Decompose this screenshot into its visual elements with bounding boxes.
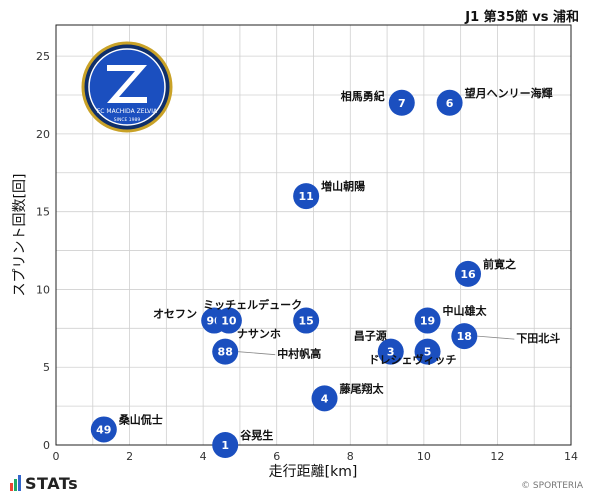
point-name: ナサンホ xyxy=(237,328,281,341)
point-name: 谷晃生 xyxy=(240,428,273,442)
point-number: 4 xyxy=(321,392,329,405)
point-number: 3 xyxy=(387,346,395,359)
x-tick-label: 2 xyxy=(126,450,133,463)
point-marker xyxy=(311,385,338,412)
point-name: ドレシェヴィッチ xyxy=(369,353,457,367)
point-name: 桑山侃士 xyxy=(118,412,163,426)
point-name: ミッチェルデューク xyxy=(203,298,302,312)
brand-text: STATs xyxy=(25,474,79,493)
player-point: 7 相馬勇紀 xyxy=(341,89,415,116)
point-marker xyxy=(90,416,117,443)
point-marker xyxy=(212,338,239,365)
point-number: 10 xyxy=(221,315,237,328)
point-name: 相馬勇紀 xyxy=(341,89,385,103)
x-tick-label: 8 xyxy=(347,450,354,463)
point-marker xyxy=(388,89,415,116)
player-point: 6 望月ヘンリー海輝 xyxy=(436,86,553,116)
point-number: 5 xyxy=(424,346,432,359)
y-tick-label: 10 xyxy=(36,283,50,296)
leader-line xyxy=(477,335,515,340)
point-name: 中山雄太 xyxy=(443,304,488,318)
point-marker xyxy=(451,323,478,350)
x-tick-label: 12 xyxy=(490,450,504,463)
y-tick-label: 15 xyxy=(36,206,50,219)
player-point: 1 谷晃生 xyxy=(212,428,273,458)
player-point: 15 ミッチェルデューク xyxy=(203,298,320,334)
y-axis-title: スプリント回数[回] xyxy=(12,174,28,297)
point-marker xyxy=(377,338,404,365)
point-name: 藤尾翔太 xyxy=(340,381,385,395)
plot-frame xyxy=(55,24,572,446)
point-marker xyxy=(455,260,481,287)
match-title: J1 第35節 vs 浦和 xyxy=(465,10,579,25)
player-point: 4 藤尾翔太 xyxy=(311,381,385,412)
data-points: 7相馬勇紀6望月ヘンリー海輝11増山朝陽16前寛之90オセフン10ナサンホ15ミ… xyxy=(90,86,560,458)
x-tick-label: 0 xyxy=(53,450,60,463)
point-marker xyxy=(436,89,463,116)
point-marker xyxy=(293,307,320,334)
point-marker xyxy=(414,338,441,365)
brand-bars-icon xyxy=(10,475,21,495)
x-tick-label: 14 xyxy=(564,450,578,463)
point-number: 1 xyxy=(221,439,229,452)
player-point: 19 中山雄太 xyxy=(414,304,488,334)
point-number: 88 xyxy=(218,346,233,359)
point-number: 19 xyxy=(420,315,435,328)
point-marker xyxy=(212,432,239,458)
x-axis-title: 走行距離[km] xyxy=(269,463,358,480)
logo-z-mark xyxy=(107,65,147,103)
point-number: 16 xyxy=(460,268,476,281)
brand-logo: STATs xyxy=(10,474,78,495)
point-number: 6 xyxy=(446,97,454,110)
point-number: 11 xyxy=(298,190,313,203)
point-number: 49 xyxy=(96,423,111,436)
logo-text: FC MACHIDA ZELVIA xyxy=(97,108,158,115)
y-tick-label: 0 xyxy=(43,439,50,452)
point-number: 18 xyxy=(457,330,472,343)
point-number: 15 xyxy=(298,315,313,328)
point-name: 望月ヘンリー海輝 xyxy=(465,86,553,100)
leader-line xyxy=(238,351,276,356)
team-logo: FC MACHIDA ZELVIA SINCE 1989 xyxy=(81,41,173,133)
logo-subtext: SINCE 1989 xyxy=(114,117,141,123)
x-tick-label: 10 xyxy=(417,450,431,463)
point-name: 下田北斗 xyxy=(516,331,560,345)
point-name: 増山朝陽 xyxy=(321,179,365,193)
leader-lines xyxy=(238,335,515,356)
player-point: 49 桑山侃士 xyxy=(90,412,163,443)
y-tick-label: 25 xyxy=(36,50,50,63)
player-point: 88 中村帆高 xyxy=(212,338,321,365)
point-name: 昌子源 xyxy=(354,329,387,343)
y-tick-label: 5 xyxy=(43,361,50,374)
point-marker xyxy=(215,307,242,334)
point-name: 中村帆高 xyxy=(277,347,321,361)
player-point: 16 前寛之 xyxy=(455,257,516,287)
point-marker xyxy=(414,307,441,334)
player-point: 11 増山朝陽 xyxy=(293,179,365,210)
point-number: 7 xyxy=(398,97,406,110)
point-name: 前寛之 xyxy=(483,257,516,271)
point-marker xyxy=(293,183,320,210)
point-name: オセフン xyxy=(153,308,197,321)
copyright: © SPORTERIA xyxy=(521,481,583,491)
x-tick-label: 4 xyxy=(200,450,207,463)
player-point: 18 下田北斗 xyxy=(451,323,560,350)
y-tick-label: 20 xyxy=(36,128,50,141)
x-tick-label: 6 xyxy=(273,450,280,463)
